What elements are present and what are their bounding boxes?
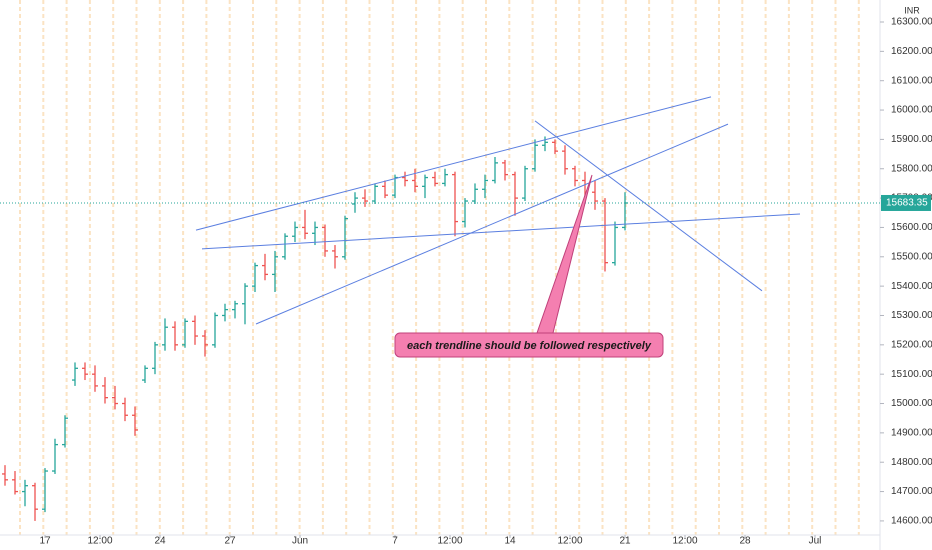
x-tick-label: 14 — [504, 536, 516, 547]
y-tick-label: 15000.00 — [891, 398, 932, 409]
x-tick-label: 7 — [392, 536, 398, 547]
currency-label: INR — [904, 5, 920, 15]
callout-arrow — [536, 174, 593, 334]
callout-box — [394, 332, 664, 358]
y-tick-label: 16100.00 — [891, 75, 932, 86]
y-tick-label: 14800.00 — [891, 457, 932, 468]
y-tick-label: 15400.00 — [891, 281, 932, 292]
y-tick-label: 15100.00 — [891, 369, 932, 380]
y-tick-label: 16000.00 — [891, 105, 932, 116]
x-tick-label: 12:00 — [87, 536, 112, 547]
x-tick-label: 12:00 — [672, 536, 697, 547]
session-breaks — [19, 0, 860, 535]
callout-text: each trendline should be followed respec… — [407, 340, 652, 352]
trendline — [534, 120, 763, 292]
y-tick-label: 16300.00 — [891, 17, 932, 28]
y-tick-label: 14900.00 — [891, 428, 932, 439]
x-tick-label: Jun — [292, 536, 308, 547]
y-tick-label: 14700.00 — [891, 486, 932, 497]
trendline — [255, 123, 729, 325]
last-price-label: 15683.35 — [886, 198, 928, 209]
y-tick-label: 14600.00 — [891, 516, 932, 527]
y-tick-label: 15800.00 — [891, 163, 932, 174]
x-tick-label: 17 — [39, 536, 51, 547]
x-tick-label: 24 — [154, 536, 166, 547]
last-price-box — [881, 194, 931, 211]
x-tick-label: 12:00 — [437, 536, 462, 547]
y-tick-label: 15300.00 — [891, 310, 932, 321]
trendline — [201, 213, 801, 250]
x-tick-label: 27 — [224, 536, 236, 547]
x-tick-label: Jul — [809, 536, 822, 547]
y-tick-label: 15200.00 — [891, 339, 932, 350]
y-tick-label: 15900.00 — [891, 134, 932, 145]
y-tick-label: 16200.00 — [891, 46, 932, 57]
x-tick-label: 12:00 — [557, 536, 582, 547]
y-tick-label: 15500.00 — [891, 251, 932, 262]
x-tick-label: 21 — [619, 536, 631, 547]
y-tick-label: 15600.00 — [891, 222, 932, 233]
trendline — [195, 96, 712, 231]
x-tick-label: 28 — [739, 536, 751, 547]
